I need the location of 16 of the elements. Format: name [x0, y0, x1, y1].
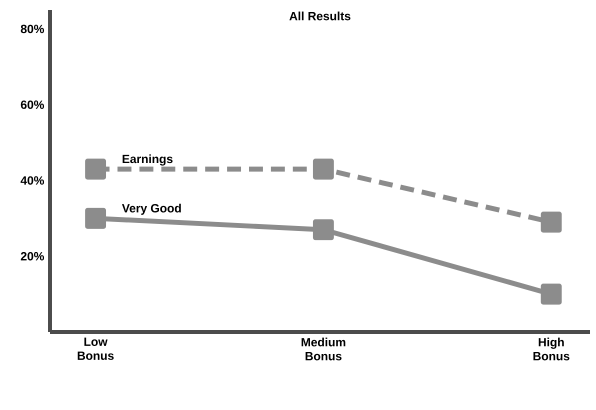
- point: [85, 208, 106, 229]
- point: [85, 158, 106, 180]
- y-tick-label: 60%: [20, 100, 44, 109]
- x-tick-label: Low Bonus: [78, 338, 114, 360]
- series-label: Very Good: [122, 204, 181, 215]
- chart-title: All Results: [289, 12, 350, 20]
- point: [312, 219, 334, 240]
- point: [540, 284, 562, 305]
- x-tick-label: High Bonus: [533, 338, 570, 360]
- y-tick-label: 40%: [20, 176, 44, 185]
- x-tick-label: Medium Bonus: [302, 338, 346, 360]
- point: [540, 212, 562, 233]
- series-label: Earnings: [122, 154, 173, 166]
- point: [312, 158, 334, 180]
- y-tick-label: 20%: [20, 252, 44, 260]
- y-tick-label: 80%: [20, 24, 44, 34]
